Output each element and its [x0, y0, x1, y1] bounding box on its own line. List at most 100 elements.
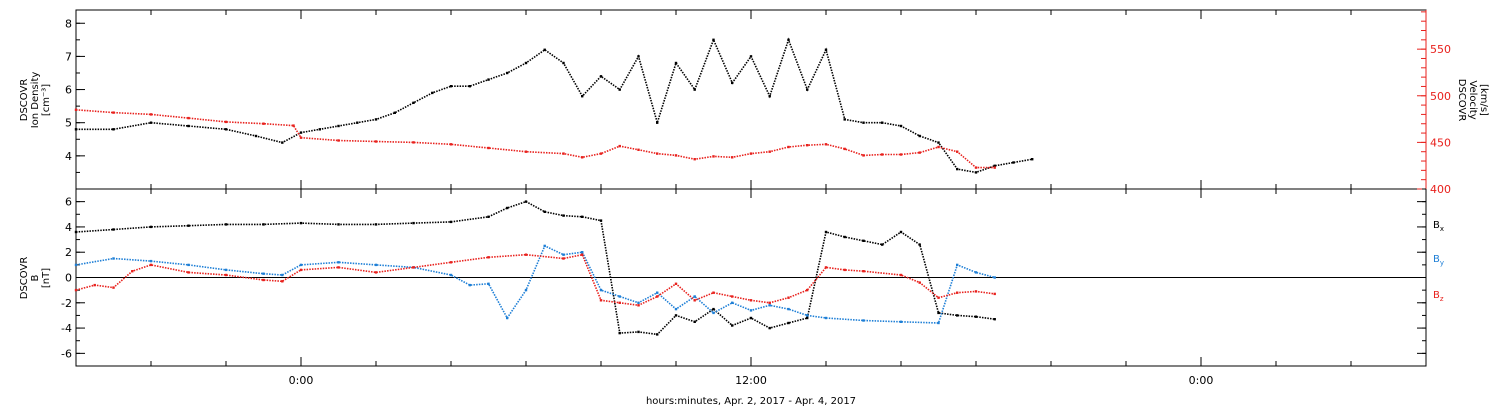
top-series-0-point — [562, 61, 565, 65]
bottom-series-1-point — [281, 273, 284, 277]
bottom-series-2-point — [974, 290, 978, 293]
bottom-series-1-point — [768, 304, 771, 307]
bottom-series-1-point — [824, 316, 828, 320]
top-series-1-point — [337, 139, 340, 142]
bottom-series-0-point — [262, 223, 265, 226]
bottom-legend: Bx By Bz — [1433, 220, 1444, 303]
x-axis-title: hours:minutes, Apr. 2, 2017 - Apr. 4, 20… — [646, 396, 856, 407]
bottom-series-2-point — [843, 268, 846, 272]
top-series-0-point — [254, 134, 258, 138]
top-series-0-point — [899, 124, 903, 128]
x-tick-label: 0:00 — [289, 374, 314, 387]
bottom-series-2-point — [581, 253, 584, 256]
bottom-series-0-point — [149, 225, 153, 229]
bottom-series-1-point — [674, 307, 678, 311]
bottom-series-2-point — [712, 291, 715, 294]
top-series-0-point — [824, 48, 828, 51]
bottom-series-1-point — [562, 253, 565, 256]
bottom-series-2-point — [993, 292, 996, 296]
top-series-1-point — [581, 156, 584, 159]
top-ylabel-right-line3: [km/s] — [1478, 84, 1489, 116]
bottom-series-2-point — [449, 261, 453, 264]
bottom-series-2-point — [693, 299, 696, 302]
bottom-series-0-point — [506, 206, 509, 210]
bottom-series-0-point — [412, 221, 415, 225]
bottom-ytick-label: 6 — [65, 196, 72, 209]
bottom-series-1-point — [449, 273, 453, 277]
bottom-series-0-point — [637, 330, 640, 334]
legend-bz-label: B — [1433, 290, 1440, 301]
top-series-0-point — [993, 164, 996, 167]
top-series-1-point — [843, 147, 846, 151]
legend-by: By — [1433, 254, 1444, 267]
top-series-0-point — [881, 121, 884, 124]
top-series-0-trace — [76, 37, 1033, 174]
legend-by-sub: y — [1440, 259, 1444, 267]
top-series-1-point — [806, 144, 809, 147]
bottom-series-0-point — [337, 223, 340, 226]
bottom-series-2-point — [674, 282, 678, 285]
top-series-0-point — [599, 75, 603, 78]
bottom-series-2-point — [524, 253, 528, 256]
bottom-series-0-point — [224, 223, 228, 226]
bottom-series-0-point — [824, 230, 828, 234]
top-series-1-point — [618, 144, 621, 148]
top-series-0-point — [918, 134, 921, 138]
bottom-series-1-point — [656, 291, 659, 294]
top-series-1-trace — [75, 109, 995, 169]
bottom-series-1-point — [787, 307, 790, 311]
bottom-series-1-point — [468, 283, 471, 287]
bottom-ytick-label: 4 — [65, 221, 72, 234]
bottom-series-1-point — [974, 271, 978, 274]
top-ylabel-left-line1: DSCOVR — [19, 79, 30, 122]
top-series-0-point — [412, 101, 415, 104]
bottom-series-1-point — [637, 301, 640, 304]
bottom-series-1-point — [487, 282, 490, 285]
x-tick-label: 12:00 — [735, 374, 767, 387]
top-series-0-point — [937, 141, 940, 144]
bottom-ylabel-left-line1: DSCOVR — [19, 257, 30, 300]
top-series-1-point — [881, 153, 884, 156]
top-series-0-point — [393, 111, 396, 114]
top-series-0-point — [224, 128, 228, 131]
top-left-ytick-label: 6 — [65, 84, 72, 97]
top-series-0-point — [787, 38, 790, 41]
top-left-ytick-label: 5 — [65, 117, 72, 130]
top-series-1-point — [749, 152, 753, 155]
top-series-0-point — [281, 141, 284, 144]
top-left-ytick-label: 4 — [65, 150, 72, 163]
bottom-series-1-point — [956, 263, 959, 267]
bottom-series-1-point — [187, 263, 190, 267]
top-series-1-point — [412, 141, 415, 144]
top-series-0-point — [431, 91, 434, 95]
bottom-series-2-point — [787, 296, 790, 299]
bottom-series-1-point — [262, 272, 265, 275]
bottom-series-0-point — [374, 223, 378, 226]
top-series-0-point — [693, 88, 696, 91]
top-right-ytick-label: 500 — [1430, 90, 1451, 103]
top-series-1-point — [299, 136, 303, 139]
bottom-series-1-trace — [75, 244, 996, 324]
top-series-1-point — [599, 152, 603, 155]
top-series-0-point — [656, 121, 659, 124]
top-series-0-point — [674, 61, 678, 65]
bottom-series-2-point — [224, 273, 228, 277]
bottom-series-0-point — [187, 224, 190, 227]
bottom-series-2-point — [899, 273, 903, 277]
bottom-series-1-point — [712, 311, 715, 315]
bottom-series-1-point — [937, 321, 940, 325]
bottom-series-1-point — [524, 288, 528, 292]
top-series-0-point — [543, 48, 546, 51]
bottom-series-0-point — [562, 214, 565, 217]
bottom-series-1-point — [806, 314, 809, 317]
top-series-0-point — [956, 167, 959, 171]
top-series-0-point — [112, 128, 115, 131]
bottom-series-0-point — [487, 215, 490, 218]
bottom-series-2-point — [599, 299, 603, 302]
bottom-series-2-point — [337, 266, 340, 269]
bottom-series-1-point — [506, 316, 509, 320]
bottom-series-0-point — [599, 219, 603, 222]
top-series-1-point — [693, 158, 696, 161]
bottom-series-0-point — [956, 314, 959, 317]
bottom-series-0-point — [787, 321, 790, 325]
